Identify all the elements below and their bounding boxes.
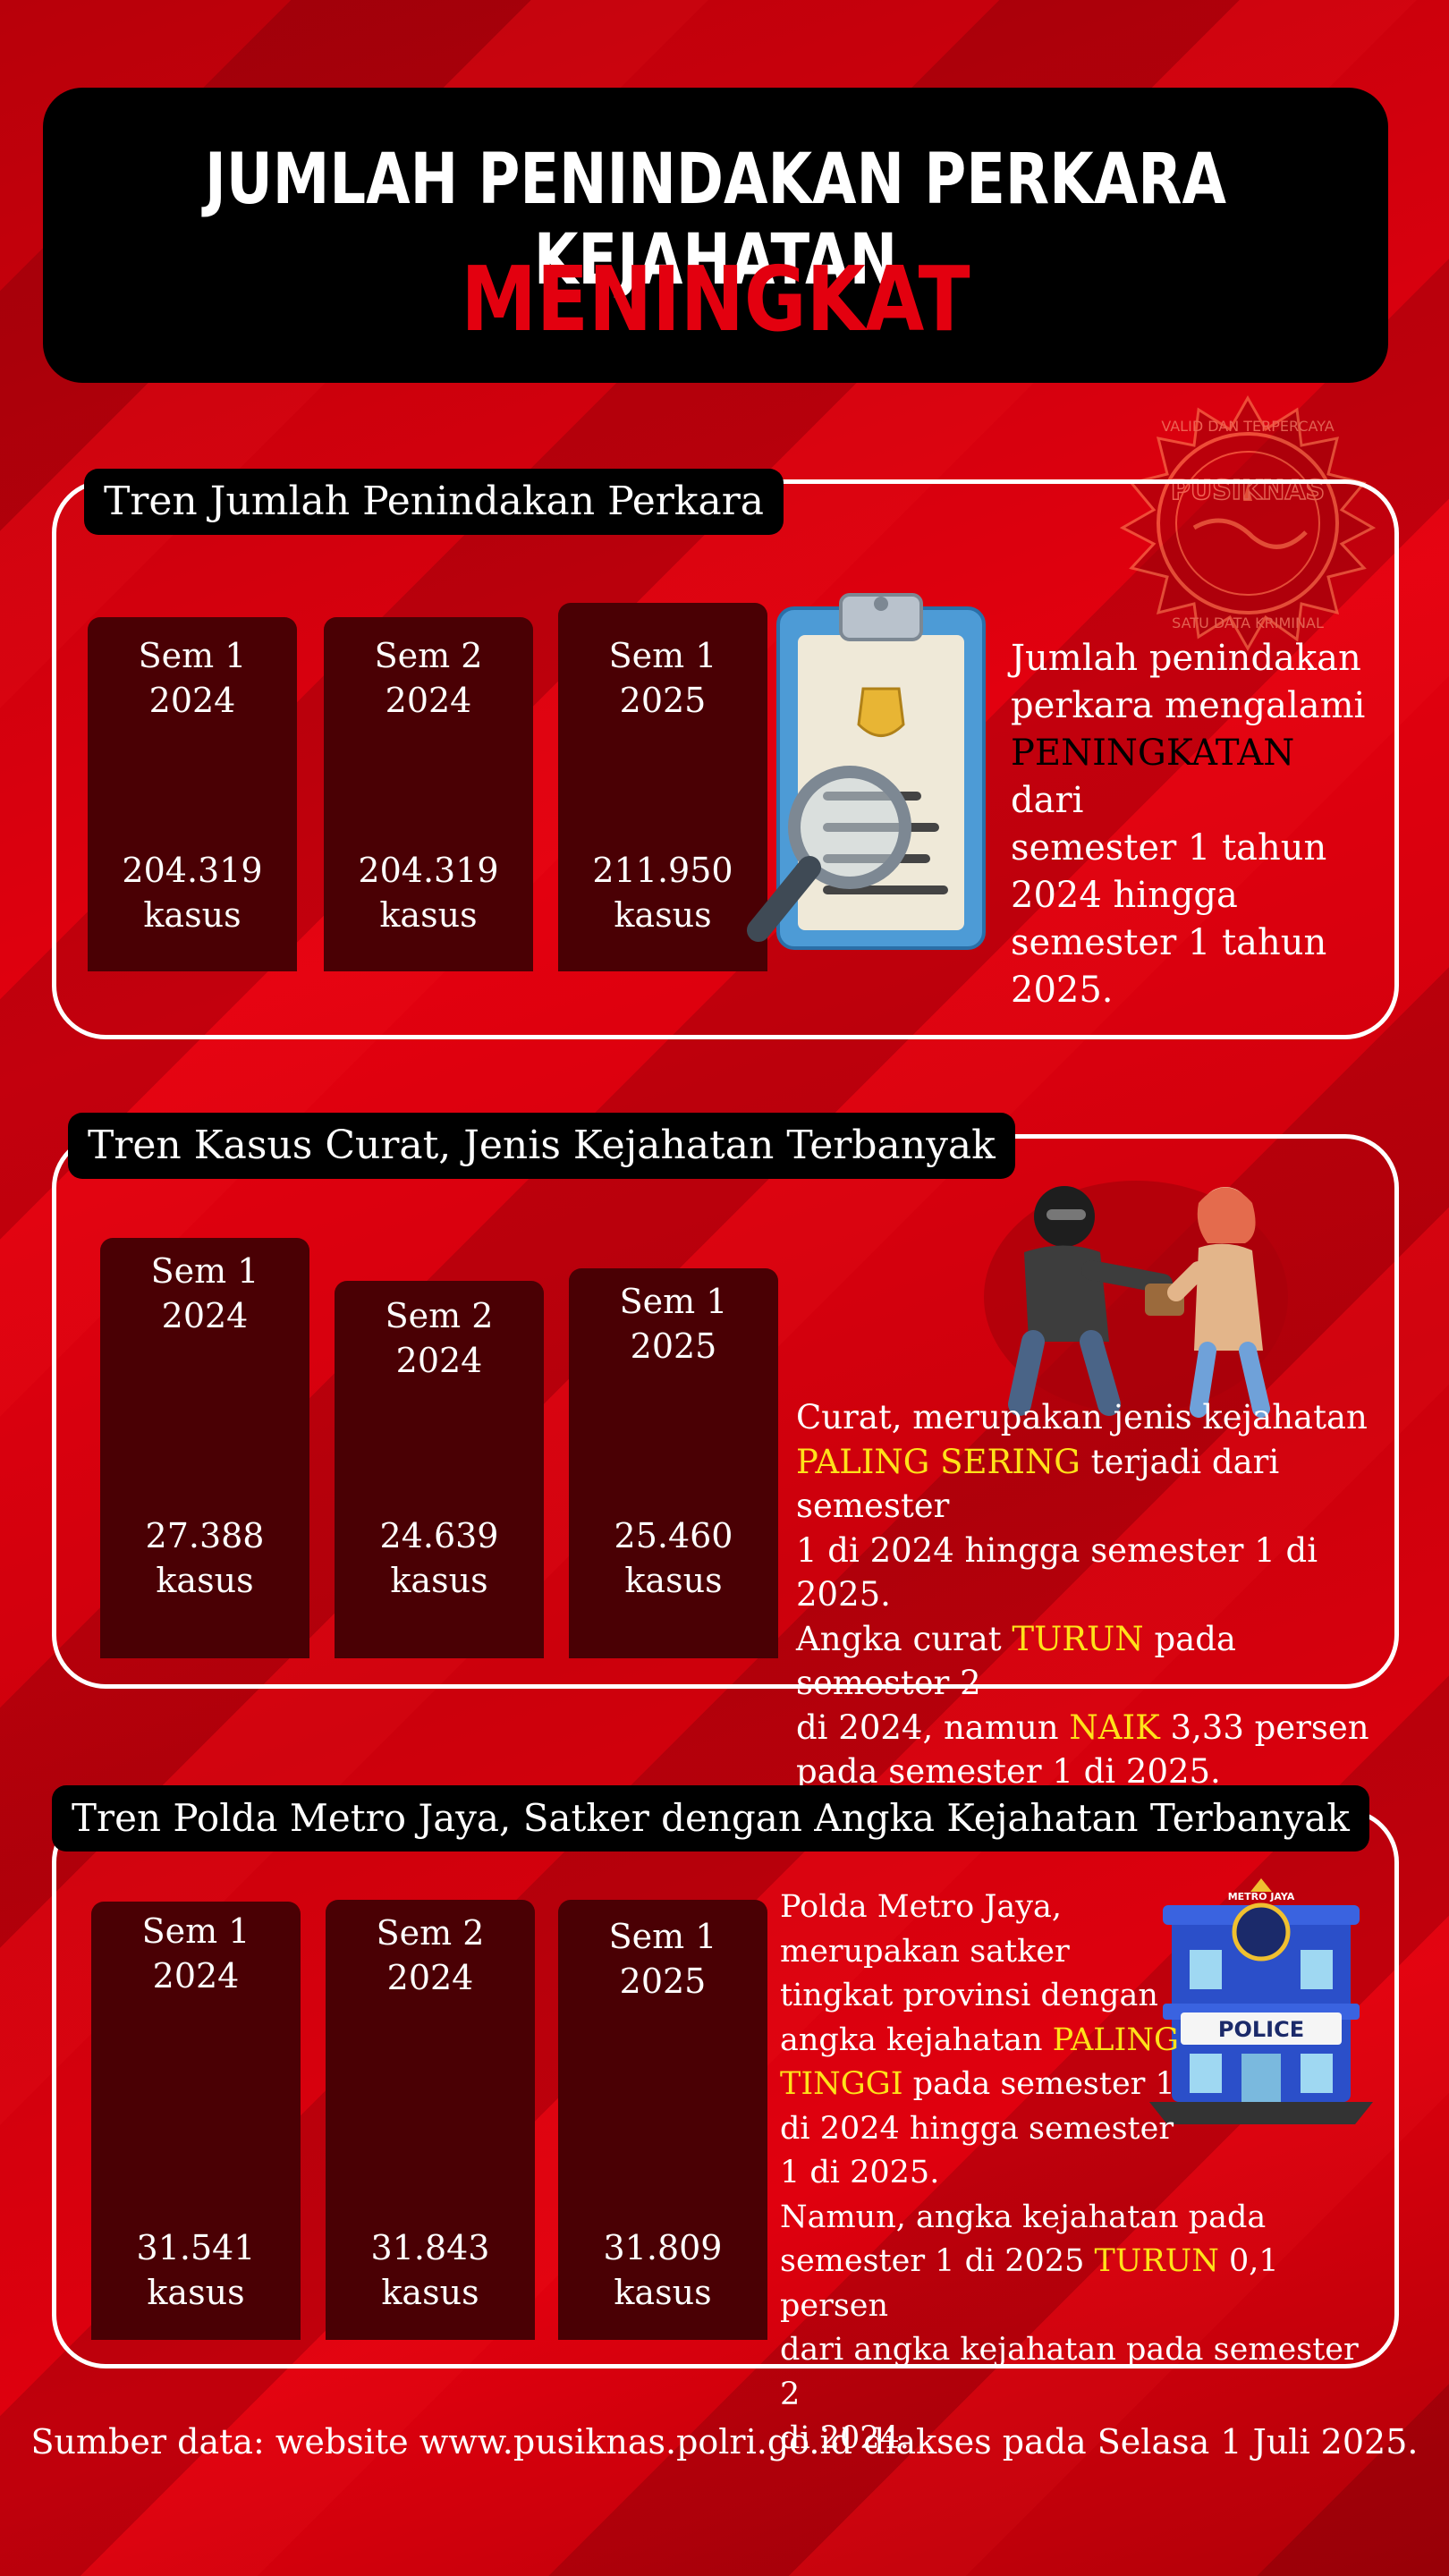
- section3-highlight-1b: TINGGI: [780, 2066, 903, 2102]
- section3-label: Tren Polda Metro Jaya, Satker dengan Ang…: [52, 1785, 1369, 1852]
- bar-count: 204.319 kasus: [122, 851, 263, 935]
- building-sign-text: POLICE: [1218, 2017, 1304, 2042]
- section3-bar-2: Sem 2 2024 31.843 kasus: [326, 1900, 535, 2340]
- page-title: JUMLAH PENINDAKAN PERKARA KEJAHATAN: [205, 140, 1226, 301]
- section3-description: Polda Metro Jaya, merupakan satker tingk…: [780, 1889, 1359, 2456]
- thief-robbery-icon: [984, 1181, 1288, 1418]
- section3-bar-3: Sem 1 2025 31.809 kasus: [558, 1900, 767, 2340]
- bar-period: Sem 2 2024: [376, 1913, 485, 1997]
- bar-count: 31.541 kasus: [136, 2228, 256, 2312]
- bar-period: Sem 1 2025: [608, 1917, 717, 2001]
- bar-count: 27.388 kasus: [145, 1516, 265, 1600]
- section2-bar-3: Sem 1 2025 25.460 kasus: [569, 1268, 778, 1658]
- section3-highlight-1a: PALING: [1052, 2021, 1179, 2058]
- section1-description: Jumlah penindakan perkara mengalami PENI…: [1011, 638, 1366, 1011]
- section2-bar-2: Sem 2 2024 24.639 kasus: [335, 1281, 544, 1658]
- source-note: Sumber data: website www.pusiknas.polri.…: [30, 2422, 1419, 2462]
- title-banner: JUMLAH PENINDAKAN PERKARA KEJAHATAN MENI…: [43, 88, 1388, 383]
- section2-highlight-1: PALING SERING: [796, 1442, 1080, 1481]
- bar-count: 211.950 kasus: [592, 851, 733, 935]
- section1-bar-3: Sem 1 2025 211.950 kasus: [558, 603, 767, 971]
- page-title-highlight: MENINGKAT: [461, 247, 970, 352]
- section1-bar-1: Sem 1 2024 204.319 kasus: [88, 617, 297, 971]
- section1-label: Tren Jumlah Penindakan Perkara: [84, 469, 784, 535]
- section3-bar-1: Sem 1 2024 31.541 kasus: [91, 1902, 301, 2340]
- building-top-text: METRO JAYA: [1228, 1891, 1295, 1902]
- police-station-icon: POLICE METRO JAYA: [1149, 1878, 1373, 2124]
- bar-period: Sem 1 2024: [138, 636, 247, 720]
- section3-highlight-2: TURUN: [1094, 2243, 1219, 2279]
- section2-highlight-2: TURUN: [1012, 1619, 1144, 1658]
- section2-highlight-3: NAIK: [1069, 1707, 1160, 1747]
- seal-top-text: VALID DAN TERPERCAYA: [1161, 418, 1334, 435]
- bar-count: 31.843 kasus: [370, 2228, 490, 2312]
- bar-period: Sem 1 2025: [608, 636, 717, 720]
- bar-period: Sem 1 2024: [141, 1911, 250, 1996]
- section1-highlight: PENINGKATAN: [1011, 733, 1295, 774]
- section2-bar-1: Sem 1 2024 27.388 kasus: [100, 1238, 309, 1658]
- pusiknas-seal-icon: VALID DAN TERPERCAYA PUSIKNAS SATU DATA …: [1119, 394, 1377, 652]
- bar-period: Sem 1 2024: [150, 1251, 259, 1335]
- bar-period: Sem 1 2025: [619, 1282, 728, 1366]
- section2-label: Tren Kasus Curat, Jenis Kejahatan Terban…: [68, 1113, 1015, 1179]
- section2-description: Curat, merupakan jenis kejahatan PALING …: [796, 1398, 1369, 1791]
- bar-count: 204.319 kasus: [358, 851, 499, 935]
- clipboard-magnifier-icon: [747, 593, 986, 950]
- section1-bar-2: Sem 2 2024 204.319 kasus: [324, 617, 533, 971]
- seal-bottom-text: SATU DATA KRIMINAL: [1172, 614, 1324, 631]
- bar-count: 24.639 kasus: [379, 1516, 499, 1600]
- bar-count: 31.809 kasus: [603, 2228, 723, 2312]
- bar-period: Sem 2 2024: [374, 636, 483, 720]
- bar-count: 25.460 kasus: [614, 1516, 733, 1600]
- bar-period: Sem 2 2024: [385, 1296, 494, 1380]
